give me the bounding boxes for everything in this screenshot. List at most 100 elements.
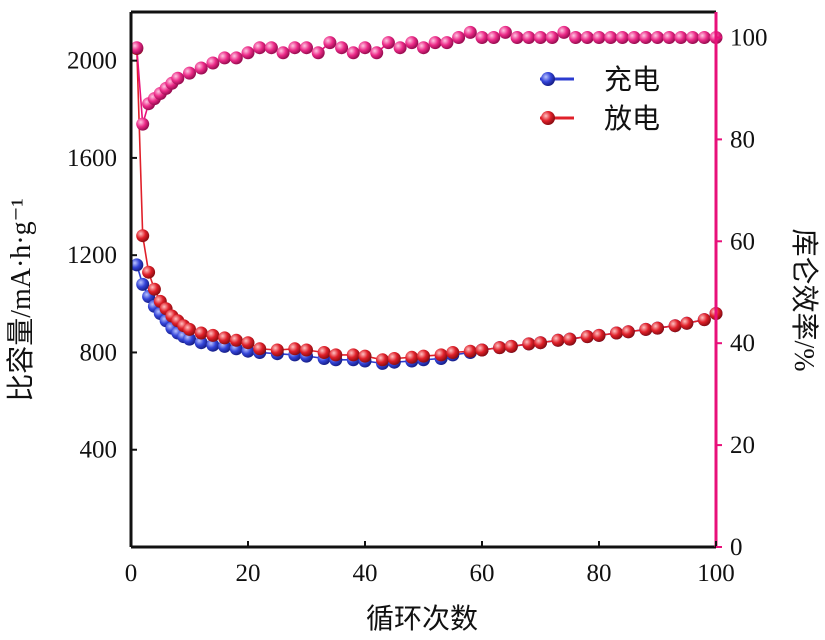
data-point-efficiency — [130, 41, 144, 55]
data-point-efficiency — [662, 31, 676, 44]
series-points — [130, 25, 723, 370]
axes — [129, 10, 718, 549]
y-tick-label: 2000 — [67, 48, 117, 75]
data-point-efficiency — [615, 31, 629, 44]
data-point-efficiency — [580, 31, 594, 44]
data-point-efficiency — [417, 41, 430, 55]
data-point-efficiency — [522, 31, 536, 44]
y2-tick-label: 60 — [730, 228, 755, 255]
legend-marker-discharge — [541, 111, 555, 125]
x-tick-label: 80 — [587, 560, 612, 587]
data-point-discharge — [639, 322, 653, 336]
data-point-efficiency — [534, 31, 547, 44]
data-point-discharge — [621, 325, 635, 339]
data-point-discharge — [680, 316, 694, 330]
data-point-efficiency — [218, 51, 232, 65]
data-point-efficiency — [545, 31, 559, 44]
y2-tick-label: 100 — [730, 24, 768, 51]
data-point-discharge — [241, 336, 255, 350]
data-point-efficiency — [452, 31, 466, 44]
data-point-efficiency — [487, 31, 501, 44]
data-point-efficiency — [183, 66, 196, 80]
data-point-efficiency — [475, 31, 489, 44]
data-point-discharge — [329, 348, 343, 362]
x-tick-label: 20 — [236, 560, 261, 587]
data-point-efficiency — [229, 51, 243, 65]
data-point-discharge — [580, 330, 594, 344]
data-point-discharge — [147, 282, 161, 296]
data-point-efficiency — [569, 31, 583, 44]
data-point-efficiency — [206, 56, 220, 70]
data-point-discharge — [142, 265, 156, 279]
data-point-efficiency — [674, 31, 688, 44]
data-point-efficiency — [592, 31, 606, 44]
data-point-charge — [130, 258, 144, 272]
y2-tick-label: 20 — [730, 432, 755, 459]
data-point-discharge — [434, 348, 448, 362]
data-point-efficiency — [510, 31, 524, 44]
data-point-efficiency — [627, 31, 641, 44]
data-point-efficiency — [557, 25, 571, 39]
data-point-discharge — [697, 313, 711, 327]
data-point-efficiency — [604, 31, 618, 44]
data-point-efficiency — [405, 36, 419, 50]
y2-tick-label: 0 — [730, 534, 743, 561]
data-point-discharge — [475, 343, 489, 357]
data-point-discharge — [493, 341, 507, 355]
data-point-discharge — [358, 349, 372, 363]
data-point-discharge — [183, 322, 196, 336]
data-point-discharge — [194, 326, 208, 340]
data-point-discharge — [651, 321, 664, 335]
data-point-discharge — [504, 339, 518, 353]
data-point-discharge — [405, 350, 419, 364]
legend-item-discharge: 放电 — [540, 103, 660, 135]
data-point-efficiency — [276, 46, 290, 60]
data-point-efficiency — [300, 41, 313, 55]
data-point-efficiency — [335, 41, 349, 55]
legend-marker-charge — [541, 72, 555, 86]
axis-ticks: 0 20 40 60 80 100 400 800 1200 1600 2000 0 20 40 60 80 1… — [67, 24, 768, 587]
data-point-discharge — [610, 326, 623, 340]
data-point-efficiency — [171, 71, 185, 85]
legend-label-discharge: 放电 — [604, 103, 660, 135]
data-point-charge — [136, 277, 150, 291]
data-point-efficiency — [686, 31, 700, 44]
data-point-discharge — [417, 349, 430, 363]
data-point-efficiency — [428, 36, 442, 50]
data-point-efficiency — [241, 46, 255, 60]
x-tick-label: 0 — [125, 560, 138, 587]
data-point-discharge — [270, 343, 284, 357]
data-point-discharge — [218, 331, 232, 345]
x-axis-title: 循环次数 — [366, 603, 478, 635]
data-point-charge — [183, 332, 196, 346]
data-point-discharge — [288, 342, 302, 356]
data-point-discharge — [136, 229, 150, 243]
data-point-efficiency — [358, 41, 372, 55]
legend: 充电 放电 — [540, 64, 660, 135]
data-point-efficiency — [463, 25, 477, 39]
data-point-discharge — [563, 332, 577, 346]
data-point-efficiency — [323, 36, 337, 50]
data-point-discharge — [534, 336, 547, 350]
data-point-efficiency — [288, 41, 302, 55]
data-point-efficiency — [381, 36, 395, 50]
data-point-efficiency — [346, 46, 360, 60]
data-point-discharge — [376, 353, 389, 367]
data-point-efficiency — [194, 61, 208, 75]
data-point-discharge — [463, 344, 477, 358]
data-point-efficiency — [498, 25, 512, 39]
data-point-discharge — [300, 343, 313, 357]
data-point-charge — [194, 336, 208, 350]
data-point-efficiency — [253, 41, 267, 55]
data-point-efficiency — [697, 31, 711, 44]
data-point-discharge — [551, 333, 565, 347]
legend-label-charge: 充电 — [604, 64, 660, 96]
y2-tick-label: 80 — [730, 126, 755, 153]
y-axis-title: 比容量/mA·h·g⁻¹ — [5, 198, 37, 402]
y-tick-label: 1200 — [67, 242, 117, 269]
data-point-discharge — [592, 328, 606, 342]
data-point-efficiency — [440, 36, 454, 50]
y-tick-label: 800 — [80, 339, 118, 366]
data-point-efficiency — [393, 41, 407, 55]
